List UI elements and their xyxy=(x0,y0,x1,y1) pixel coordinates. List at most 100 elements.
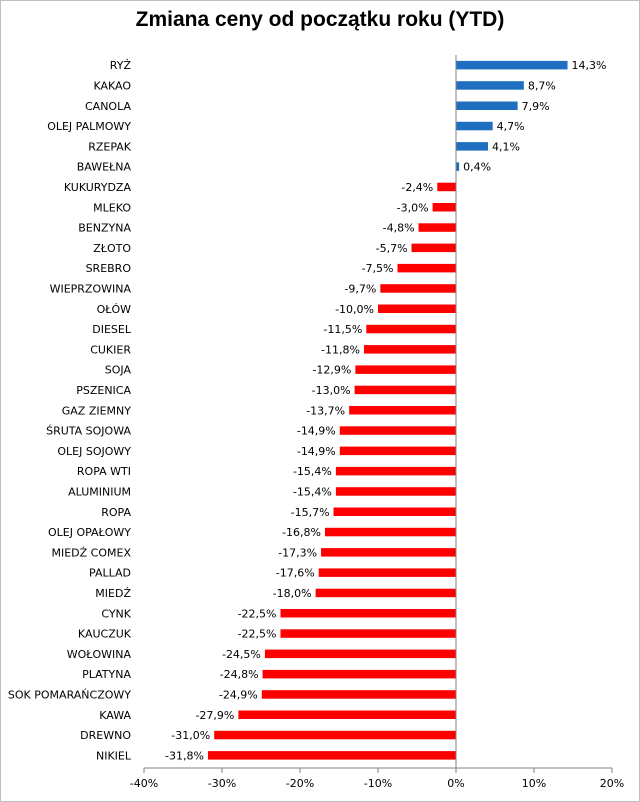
category-label: DREWNO xyxy=(80,729,131,742)
data-label: -13,7% xyxy=(306,404,345,417)
data-label: -17,6% xyxy=(276,567,315,580)
bar xyxy=(456,81,524,90)
bar xyxy=(264,649,456,659)
data-label: 14,3% xyxy=(572,59,607,72)
bar xyxy=(321,548,456,557)
category-label: MLEKO xyxy=(93,201,131,214)
data-label: -11,5% xyxy=(323,323,362,336)
bar xyxy=(378,304,456,313)
data-label: -9,7% xyxy=(344,282,376,295)
bar xyxy=(456,101,518,110)
data-label: 4,7% xyxy=(497,120,525,133)
data-label: -14,9% xyxy=(297,425,336,438)
category-label: DIESEL xyxy=(92,323,132,336)
data-label: -14,9% xyxy=(297,445,336,458)
category-label: NIKIEL xyxy=(96,749,132,762)
category-label: OLEJ PALMOWY xyxy=(47,120,131,133)
bar xyxy=(354,385,456,395)
data-label: -7,5% xyxy=(362,262,394,275)
bar xyxy=(437,182,456,192)
data-label: 0,4% xyxy=(463,161,491,174)
data-label: -22,5% xyxy=(238,628,277,641)
x-tick-label: -20% xyxy=(286,777,314,790)
data-label: -24,5% xyxy=(222,648,261,661)
bar xyxy=(207,751,456,760)
bar xyxy=(315,588,456,598)
category-label: BAWEŁNA xyxy=(77,161,132,174)
bar xyxy=(349,406,456,415)
category-label: PALLAD xyxy=(89,567,131,580)
category-label: WIEPRZOWINA xyxy=(50,282,132,295)
data-label: -15,4% xyxy=(293,485,332,498)
bar xyxy=(432,203,456,212)
bar xyxy=(333,507,456,516)
bar xyxy=(411,243,456,253)
category-label: GAZ ZIEMNY xyxy=(62,404,132,417)
bar xyxy=(397,263,456,273)
bar xyxy=(324,527,456,537)
chart-title: Zmiana ceny od początku roku (YTD) xyxy=(135,8,505,31)
bar xyxy=(339,446,456,456)
category-label: ALUMINIUM xyxy=(68,485,131,498)
data-label: -18,0% xyxy=(273,587,312,600)
category-label: ROPA WTI xyxy=(77,465,131,478)
category-label: KAWA xyxy=(99,709,131,722)
data-label: 4,1% xyxy=(492,140,520,153)
data-label: -10,0% xyxy=(335,303,374,316)
category-label: ROPA xyxy=(101,506,131,519)
x-tick-label: 10% xyxy=(522,777,546,790)
bar xyxy=(280,609,456,618)
data-label: -31,8% xyxy=(165,749,204,762)
data-label: -16,8% xyxy=(282,526,321,539)
bar xyxy=(262,669,456,679)
bar xyxy=(339,426,456,435)
data-label: -3,0% xyxy=(397,201,429,214)
data-label: 8,7% xyxy=(528,79,556,92)
data-label: -24,9% xyxy=(219,688,258,701)
category-label: WOŁOWINA xyxy=(67,648,132,661)
data-label: -4,8% xyxy=(383,222,415,235)
bar xyxy=(214,730,456,740)
x-tick-label: -40% xyxy=(130,777,158,790)
data-label: -27,9% xyxy=(195,709,234,722)
bar xyxy=(456,162,460,171)
bar xyxy=(280,629,456,638)
category-label: CANOLA xyxy=(85,100,131,113)
x-tick-label: 20% xyxy=(600,777,624,790)
data-label: -15,4% xyxy=(293,465,332,478)
category-label: RZEPAK xyxy=(88,140,132,153)
bar xyxy=(456,142,488,151)
category-label: SREBRO xyxy=(86,262,132,275)
category-label: CUKIER xyxy=(90,343,131,356)
bar xyxy=(238,710,456,719)
category-label: OŁÓW xyxy=(97,303,131,316)
data-label: -15,7% xyxy=(291,506,330,519)
bar xyxy=(418,223,456,232)
category-label: CYNK xyxy=(101,607,131,620)
x-tick-label: -30% xyxy=(208,777,236,790)
category-label: ŚRUTA SOJOWA xyxy=(46,425,131,438)
bar xyxy=(363,345,456,354)
bar xyxy=(261,690,456,699)
category-label: MIEDŹ COMEX xyxy=(51,546,131,559)
category-label: KAKAO xyxy=(93,79,131,92)
category-label: SOK POMARAŃCZOWY xyxy=(8,688,131,701)
data-label: -2,4% xyxy=(401,181,433,194)
data-label: -22,5% xyxy=(238,607,277,620)
data-label: -17,3% xyxy=(278,546,317,559)
data-label: -5,7% xyxy=(376,242,408,255)
data-label: -31,0% xyxy=(171,729,210,742)
bar xyxy=(456,121,493,131)
bar xyxy=(380,284,456,293)
data-label: -24,8% xyxy=(220,668,259,681)
category-label: RYŻ xyxy=(110,59,132,72)
bar xyxy=(456,60,568,70)
bar xyxy=(335,487,456,496)
category-label: PLATYNA xyxy=(82,668,131,681)
category-label: ZŁOTO xyxy=(93,242,131,255)
category-label: SOJA xyxy=(105,364,132,377)
bar xyxy=(366,324,456,334)
data-label: 7,9% xyxy=(522,100,550,113)
bar xyxy=(355,365,456,374)
